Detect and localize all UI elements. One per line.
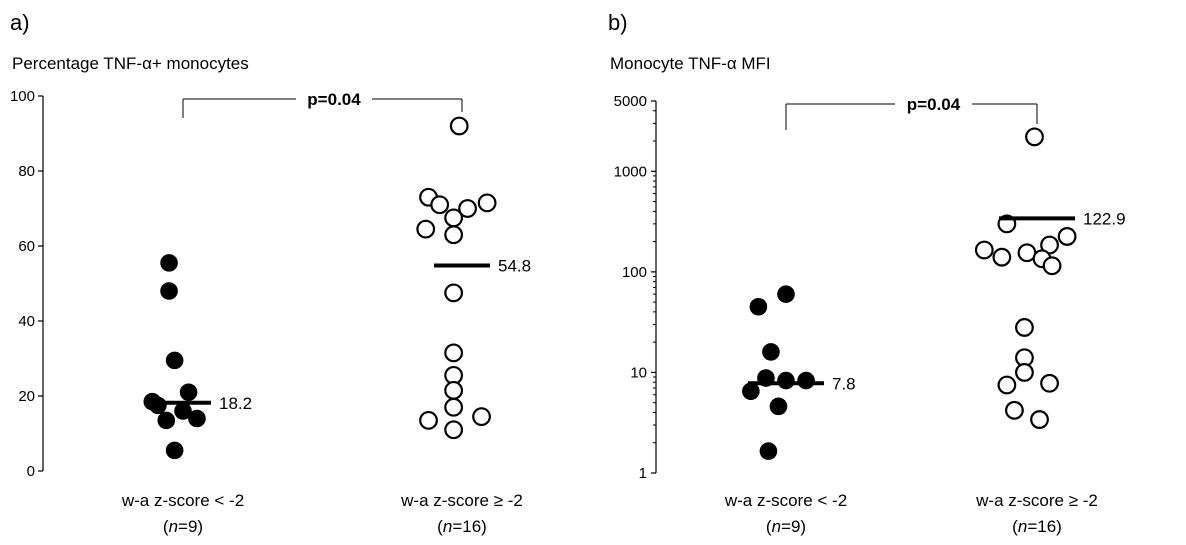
panel-b-y-tick-label: 1: [639, 465, 647, 482]
panel-b-open-point: [1042, 256, 1062, 276]
panel-a-open-point: [444, 283, 464, 303]
panel-a-open-point: [444, 208, 464, 228]
panel-b-n-symbol: n: [772, 517, 781, 536]
panel-b-open-point: [1057, 227, 1077, 246]
panel-a-y-tick-label: 80: [18, 163, 35, 180]
panel-b-significance-bracket: p=0.04: [785, 95, 1038, 130]
panel-b-y-tick-label: 10: [630, 364, 647, 381]
panel-a-category-n: (n=9): [163, 517, 203, 536]
panel-b-category-n: (n=16): [1012, 517, 1062, 536]
panel-a-open-point: [472, 407, 491, 427]
panel-a: a) Percentage TNF-α+ monocytes 0 20 40 60 80…: [10, 10, 531, 536]
panel-a-medians: 18.2 54.8: [155, 257, 531, 413]
panel-a-categories: w-a z-score < -2(n=9)w-a z-score ≥ -2(n=…: [121, 491, 523, 536]
panel-b-n-value: =16): [1027, 517, 1062, 536]
panel-a-n-value: =9): [178, 517, 203, 536]
panel-b-label: b): [608, 10, 628, 35]
panel-a-label: a): [10, 10, 30, 35]
panel-b-y-tick-label: 100: [622, 264, 647, 281]
panel-b-filled-point: [759, 442, 778, 460]
panel-a-filled-point: [157, 411, 176, 430]
panel-b-open-point: [997, 375, 1017, 395]
panel-a-n-symbol: n: [443, 517, 452, 536]
panel-b-medians: 7.8 122.9: [748, 209, 1126, 393]
panel-a-filled-point: [165, 351, 184, 370]
panel-a-n-symbol: n: [169, 517, 178, 536]
panel-b-filled-point: [777, 285, 795, 303]
panel-b-open-point: [1030, 410, 1049, 429]
panel-b-filled-point: [749, 297, 768, 316]
panel-a-n-open: (: [437, 517, 443, 536]
panel-a-open-point: [449, 116, 469, 136]
panel-b-category-n: (n=9): [766, 517, 806, 536]
panel-a-open-point: [444, 397, 464, 417]
panel-b-p-value: p=0.04: [907, 95, 961, 114]
panel-b-n-open: (: [766, 517, 772, 536]
panel-b-category-label: w-a z-score ≥ -2: [975, 491, 1098, 510]
panel-a-filled-point: [165, 441, 184, 460]
panel-b-filled-point: [769, 397, 788, 416]
panel-a-significance-bracket: p=0.04: [182, 90, 463, 118]
panel-b-open-point: [1015, 363, 1034, 382]
panel-a-median-label: 54.8: [498, 257, 531, 276]
panel-a-filled-point: [179, 383, 198, 402]
panel-b-median-label: 122.9: [1083, 209, 1126, 228]
panel-b-y-tick-label: 1000: [614, 163, 647, 180]
panel-a-open-point: [416, 219, 436, 239]
panel-a-y-tick-label: 60: [18, 238, 35, 255]
panel-b-open-point: [974, 240, 994, 260]
panel-a-filled-point: [188, 409, 206, 428]
panel-a-filled-point: [160, 254, 178, 272]
panel-b-open-point: [1015, 318, 1034, 337]
panel-b-filled-point: [762, 343, 780, 361]
panel-b-open-point: [1040, 373, 1059, 393]
panel-a-y-tick-label: 20: [18, 388, 35, 405]
panel-a-open-point: [444, 225, 464, 245]
panel-b-filled-point: [777, 371, 795, 390]
panel-a-y-tick-label: 0: [27, 463, 35, 480]
panel-a-median-label: 18.2: [219, 394, 252, 413]
panel-a-category-label: w-a z-score < -2: [121, 491, 244, 510]
panel-b-filled-point: [742, 382, 760, 401]
panel-b-points: [742, 127, 1077, 460]
panel-a-p-value: p=0.04: [307, 90, 361, 109]
panel-a-y-tick-label: 40: [18, 313, 35, 330]
panel-a-y-tick-label: 100: [10, 88, 35, 105]
panel-b-filled-point: [797, 371, 815, 390]
panel-b-categories: w-a z-score < -2(n=9)w-a z-score ≥ -2(n=…: [724, 491, 1098, 536]
panel-a-filled-point: [160, 282, 178, 300]
panel-a-title: Percentage TNF-α+ monocytes: [12, 54, 249, 73]
panel-b-n-value: =9): [781, 517, 806, 536]
panel-a-y-ticks: 0 20 40 60 80 100: [10, 88, 43, 480]
panel-b: b) Monocyte TNF-α MFI 1 10 100 1000 5000 p=0…: [608, 10, 1126, 536]
panel-b-open-point: [992, 247, 1012, 267]
panel-a-category-label: w-a z-score ≥ -2: [400, 491, 523, 510]
panel-b-open-point: [1025, 127, 1044, 147]
panel-a-n-open: (: [163, 517, 169, 536]
panel-b-y-tick-label: 5000: [614, 93, 647, 110]
panel-b-n-symbol: n: [1018, 517, 1027, 536]
panel-a-open-point: [444, 420, 464, 440]
panel-a-open-point: [430, 195, 450, 215]
panel-a-open-point: [419, 410, 438, 430]
panel-a-open-point: [444, 343, 464, 363]
panel-a-open-point: [458, 199, 477, 218]
panel-a-open-point: [444, 380, 464, 400]
panel-a-category-n: (n=16): [437, 517, 487, 536]
panel-a-points: [143, 116, 497, 460]
panel-b-title: Monocyte TNF-α MFI: [610, 54, 771, 73]
panel-b-n-open: (: [1012, 517, 1018, 536]
panel-b-median-label: 7.8: [832, 374, 856, 393]
panel-a-filled-point: [149, 396, 167, 415]
panel-a-n-value: =16): [452, 517, 487, 536]
panel-a-open-point: [477, 193, 497, 213]
panel-b-open-point: [1005, 400, 1024, 420]
panel-b-category-label: w-a z-score < -2: [724, 491, 847, 510]
panel-b-y-ticks: 1 10 100 1000 5000: [614, 93, 656, 482]
